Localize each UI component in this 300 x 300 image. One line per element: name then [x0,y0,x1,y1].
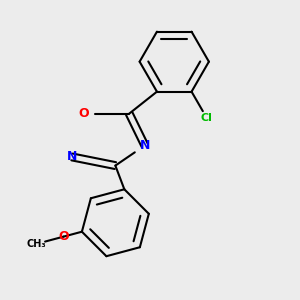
Text: N: N [67,150,77,164]
Text: N: N [140,139,150,152]
Text: O: O [79,107,89,120]
Text: Cl: Cl [201,113,213,123]
Text: O: O [58,230,69,243]
Text: CH₃: CH₃ [27,239,46,249]
